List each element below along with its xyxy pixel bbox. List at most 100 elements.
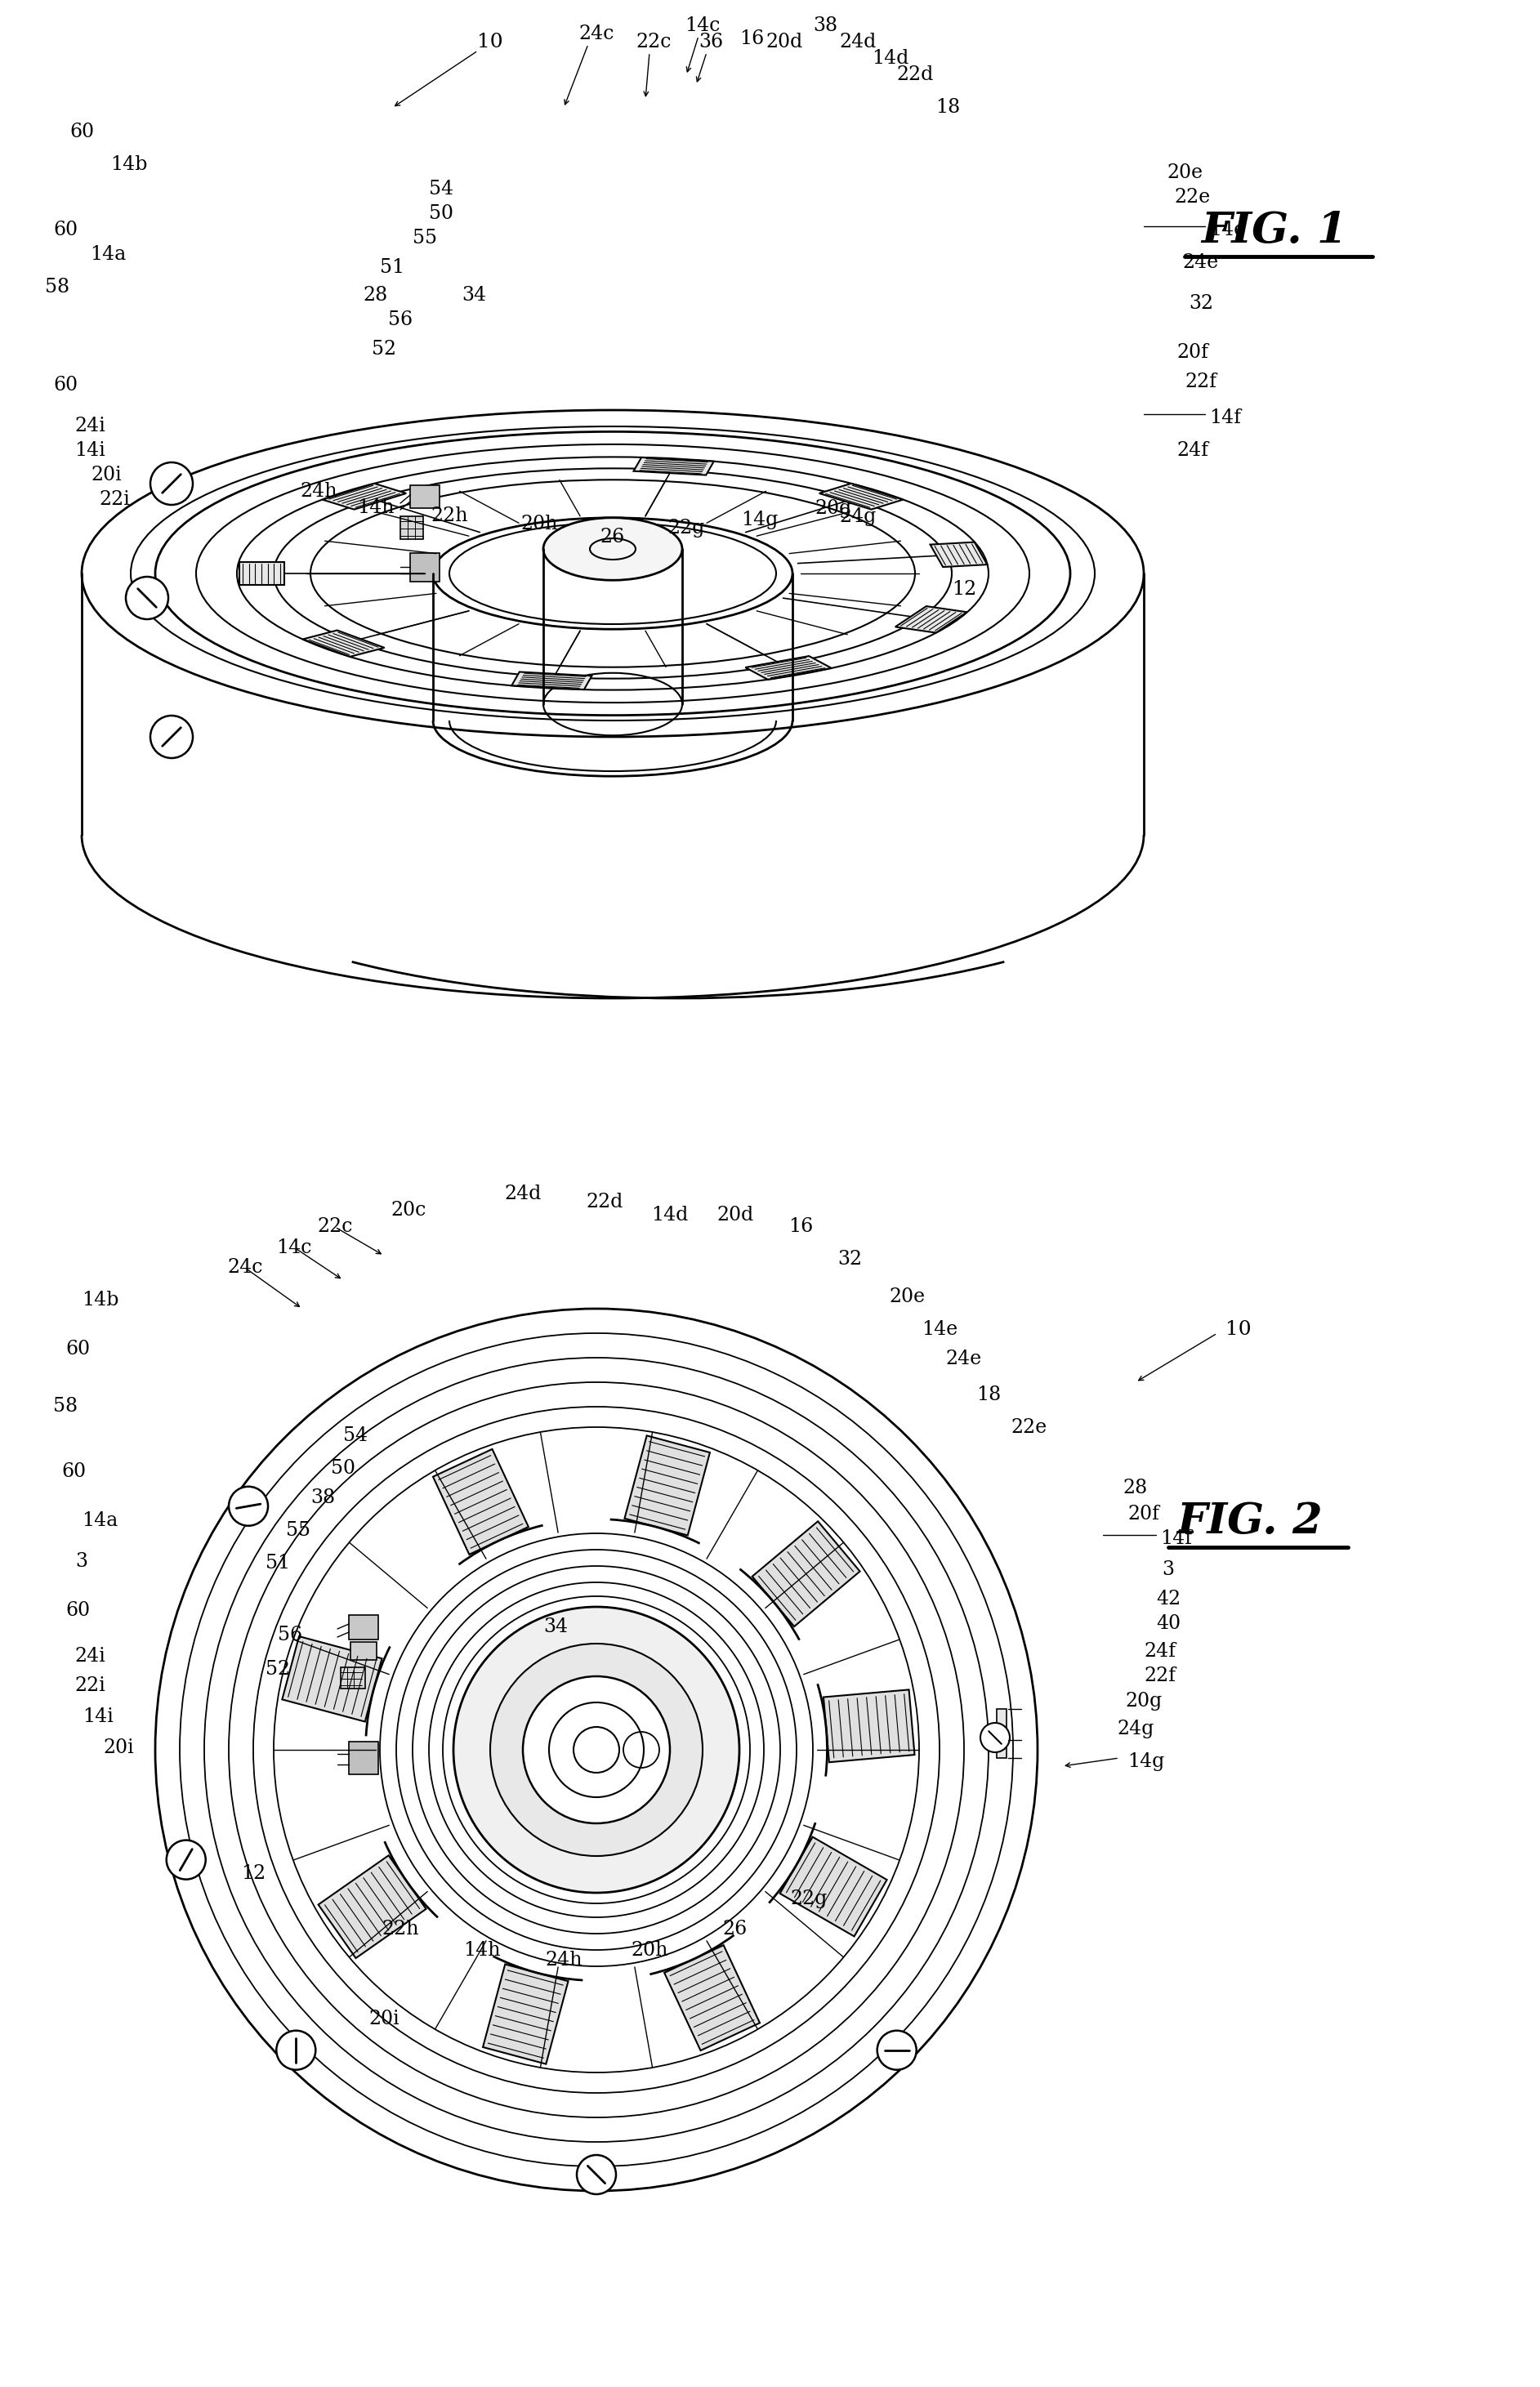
Text: 22c: 22c xyxy=(636,33,671,53)
Circle shape xyxy=(981,1723,1010,1752)
Text: 14e: 14e xyxy=(1209,222,1246,239)
Text: 14i: 14i xyxy=(83,1707,114,1726)
Text: 18: 18 xyxy=(935,98,959,117)
Text: 14c: 14c xyxy=(276,1239,311,1258)
Circle shape xyxy=(229,1487,268,1525)
Text: 14b: 14b xyxy=(111,155,148,174)
Text: 20i: 20i xyxy=(368,2010,399,2029)
Text: 60: 60 xyxy=(52,222,77,239)
Text: 20d: 20d xyxy=(716,1205,753,1225)
Text: 34: 34 xyxy=(462,286,487,306)
Text: 24i: 24i xyxy=(74,418,105,437)
Text: 52: 52 xyxy=(371,339,396,358)
Bar xyxy=(340,1666,365,1688)
Text: 3: 3 xyxy=(75,1552,88,1571)
Polygon shape xyxy=(322,485,407,508)
Text: 24g: 24g xyxy=(1116,1721,1153,1738)
Text: 24f: 24f xyxy=(1144,1642,1177,1661)
Text: 10: 10 xyxy=(477,33,504,53)
Text: 14b: 14b xyxy=(82,1291,119,1310)
Text: 22e: 22e xyxy=(1012,1418,1047,1437)
Text: 22d: 22d xyxy=(587,1194,624,1213)
Circle shape xyxy=(490,1645,702,1857)
Polygon shape xyxy=(930,542,987,568)
Bar xyxy=(400,516,424,539)
Polygon shape xyxy=(433,1449,528,1554)
Ellipse shape xyxy=(544,518,682,580)
Text: 20f: 20f xyxy=(1127,1506,1160,1523)
Polygon shape xyxy=(633,458,715,475)
Text: 24f: 24f xyxy=(1177,442,1209,461)
Text: 20h: 20h xyxy=(631,1941,668,1960)
Text: 24g: 24g xyxy=(839,506,876,525)
Text: 42: 42 xyxy=(1157,1590,1181,1609)
Text: 22f: 22f xyxy=(1144,1666,1177,1685)
Text: 50: 50 xyxy=(331,1458,356,1478)
Text: 20d: 20d xyxy=(765,33,802,53)
Circle shape xyxy=(276,2031,316,2070)
Text: 22c: 22c xyxy=(317,1217,353,1236)
Text: 16: 16 xyxy=(739,29,764,48)
Text: 24e: 24e xyxy=(1183,253,1220,272)
Bar xyxy=(410,485,439,508)
Polygon shape xyxy=(895,606,967,633)
Text: 24c: 24c xyxy=(579,24,614,43)
Text: 3: 3 xyxy=(1163,1561,1175,1580)
Text: 14f: 14f xyxy=(1160,1530,1192,1549)
Text: 18: 18 xyxy=(976,1384,1001,1404)
Text: 52: 52 xyxy=(265,1661,290,1678)
Circle shape xyxy=(524,1676,670,1824)
Text: 36: 36 xyxy=(699,33,724,53)
Bar xyxy=(350,1616,379,1640)
Text: 34: 34 xyxy=(544,1618,568,1637)
Text: 14i: 14i xyxy=(74,442,105,461)
Text: 14d: 14d xyxy=(872,50,909,69)
Polygon shape xyxy=(824,1690,915,1762)
Circle shape xyxy=(878,2031,916,2070)
Polygon shape xyxy=(484,1965,568,2065)
Text: 58: 58 xyxy=(45,279,69,296)
Text: 40: 40 xyxy=(1157,1614,1181,1633)
Text: 24i: 24i xyxy=(74,1647,105,1666)
Text: 50: 50 xyxy=(430,205,453,224)
Text: 12: 12 xyxy=(952,580,976,599)
Text: 20i: 20i xyxy=(91,465,122,485)
Text: 22h: 22h xyxy=(431,506,468,525)
Polygon shape xyxy=(511,671,591,690)
Polygon shape xyxy=(319,1855,427,1957)
Circle shape xyxy=(126,578,168,618)
Text: 54: 54 xyxy=(343,1425,368,1444)
Text: 14c: 14c xyxy=(685,17,721,36)
Circle shape xyxy=(151,463,192,504)
Text: 20e: 20e xyxy=(889,1287,926,1306)
Text: 51: 51 xyxy=(265,1554,290,1573)
Text: 14h: 14h xyxy=(464,1941,500,1960)
Text: 24h: 24h xyxy=(545,1950,582,1969)
Text: 20c: 20c xyxy=(391,1201,427,1220)
Polygon shape xyxy=(779,1838,887,1936)
Text: 32: 32 xyxy=(1189,294,1214,313)
Polygon shape xyxy=(819,485,902,508)
Polygon shape xyxy=(282,1637,382,1721)
Text: 32: 32 xyxy=(838,1251,862,1270)
Text: 10: 10 xyxy=(1226,1320,1252,1339)
Text: 22g: 22g xyxy=(790,1888,827,1907)
Text: 38: 38 xyxy=(311,1489,336,1509)
Polygon shape xyxy=(664,1945,759,2050)
Text: 22e: 22e xyxy=(1175,189,1210,208)
Text: 20g: 20g xyxy=(1126,1692,1163,1709)
Bar xyxy=(351,1642,377,1659)
Text: 14g: 14g xyxy=(741,511,778,530)
Text: 60: 60 xyxy=(65,1339,89,1358)
Text: FIG. 2: FIG. 2 xyxy=(1177,1501,1323,1542)
Text: 22h: 22h xyxy=(382,1919,419,1938)
Text: 20e: 20e xyxy=(1167,165,1203,181)
Text: 56: 56 xyxy=(388,310,413,329)
Text: FIG. 1: FIG. 1 xyxy=(1201,210,1348,251)
Text: 60: 60 xyxy=(62,1463,86,1482)
Polygon shape xyxy=(752,1521,859,1626)
Text: 24e: 24e xyxy=(946,1351,983,1368)
Text: 60: 60 xyxy=(69,124,94,141)
Text: 20g: 20g xyxy=(815,499,852,518)
Text: 14f: 14f xyxy=(1209,408,1241,427)
